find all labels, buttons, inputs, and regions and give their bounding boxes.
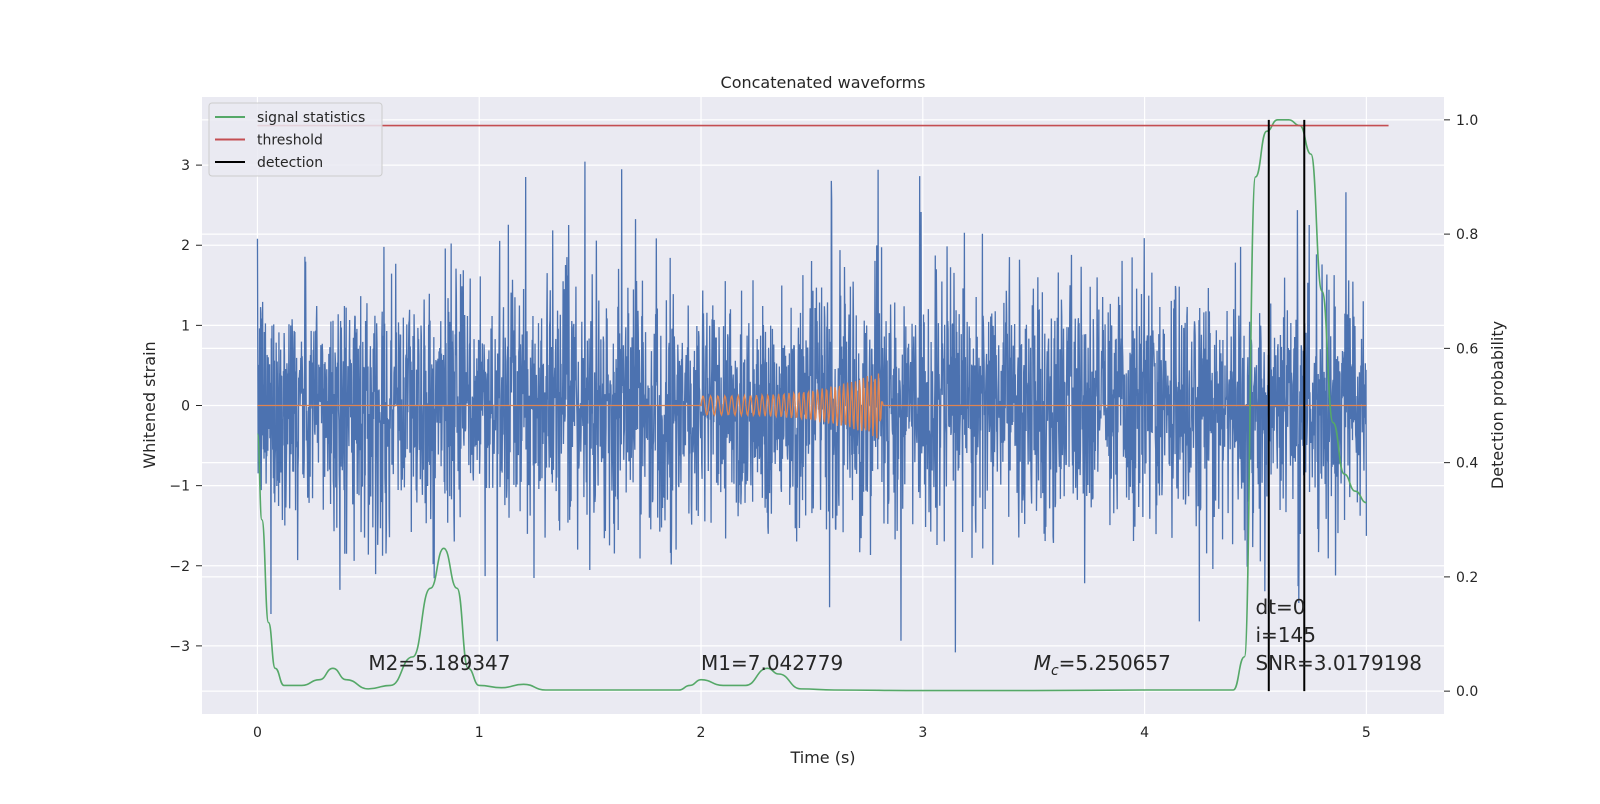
y-tick-label-left: 2 — [181, 238, 190, 254]
noise-series — [256, 161, 1368, 653]
y-tick-label-left: −2 — [169, 559, 190, 575]
annotation-text: i=145 — [1255, 623, 1316, 647]
annotation-text: Mc=5.250657 — [1034, 651, 1171, 679]
y-tick-label-left: −1 — [169, 479, 190, 495]
y-axis-label-right: Detection probability — [1488, 321, 1507, 489]
legend: signal statistics threshold detection — [208, 102, 383, 177]
injected-waveform-line — [257, 373, 1367, 439]
right-axis-series — [256, 119, 1389, 692]
annotation-text: M1=7.042779 — [701, 651, 843, 675]
annotation-text: SNR=3.0179198 — [1255, 651, 1421, 675]
annotation-text: dt=0 — [1255, 595, 1305, 619]
y-tick-label-left: −3 — [169, 639, 190, 655]
x-tick-label: 1 — [475, 725, 484, 741]
legend-entry: detection — [257, 155, 323, 171]
x-axis-label: Time (s) — [789, 748, 855, 767]
y-tick-label-right: 1.0 — [1456, 113, 1478, 129]
x-tick-label: 0 — [253, 725, 262, 741]
y-tick-label-right: 0.4 — [1456, 456, 1478, 472]
legend-box — [208, 102, 383, 177]
x-tick-label: 3 — [918, 725, 927, 741]
x-tick-label: 4 — [1140, 725, 1149, 741]
y-tick-label-right: 0.0 — [1456, 684, 1478, 700]
legend-entry: signal statistics — [257, 110, 365, 126]
y-tick-label-right: 0.2 — [1456, 570, 1478, 586]
annotation-text: M2=5.189347 — [368, 651, 510, 675]
legend-entry: threshold — [257, 133, 323, 149]
y-tick-label-left: 1 — [181, 318, 190, 334]
y-tick-label-left: 0 — [181, 399, 190, 415]
y-tick-label-right: 0.8 — [1456, 227, 1478, 243]
noise-line — [256, 161, 1368, 653]
x-tick-label: 5 — [1362, 725, 1371, 741]
signal-statistics-line — [256, 119, 1367, 692]
y-tick-label-right: 0.6 — [1456, 341, 1478, 357]
axes: 0 1 2 3 4 5 3 2 1 0 −1 −2 −3 1.0 0.8 0.6 0.4 0.2 0.0 — [169, 113, 1478, 741]
annotations: M2=5.189347 M1=7.042779 Mc=5.250657 SNR=3.0… — [368, 595, 1422, 679]
injected-waveform-series — [257, 373, 1367, 439]
chart-title: Concatenated waveforms — [721, 73, 926, 92]
y-tick-label-left: 3 — [181, 158, 190, 174]
y-axis-label-left: Whitened strain — [140, 341, 159, 468]
x-tick-label: 2 — [697, 725, 706, 741]
